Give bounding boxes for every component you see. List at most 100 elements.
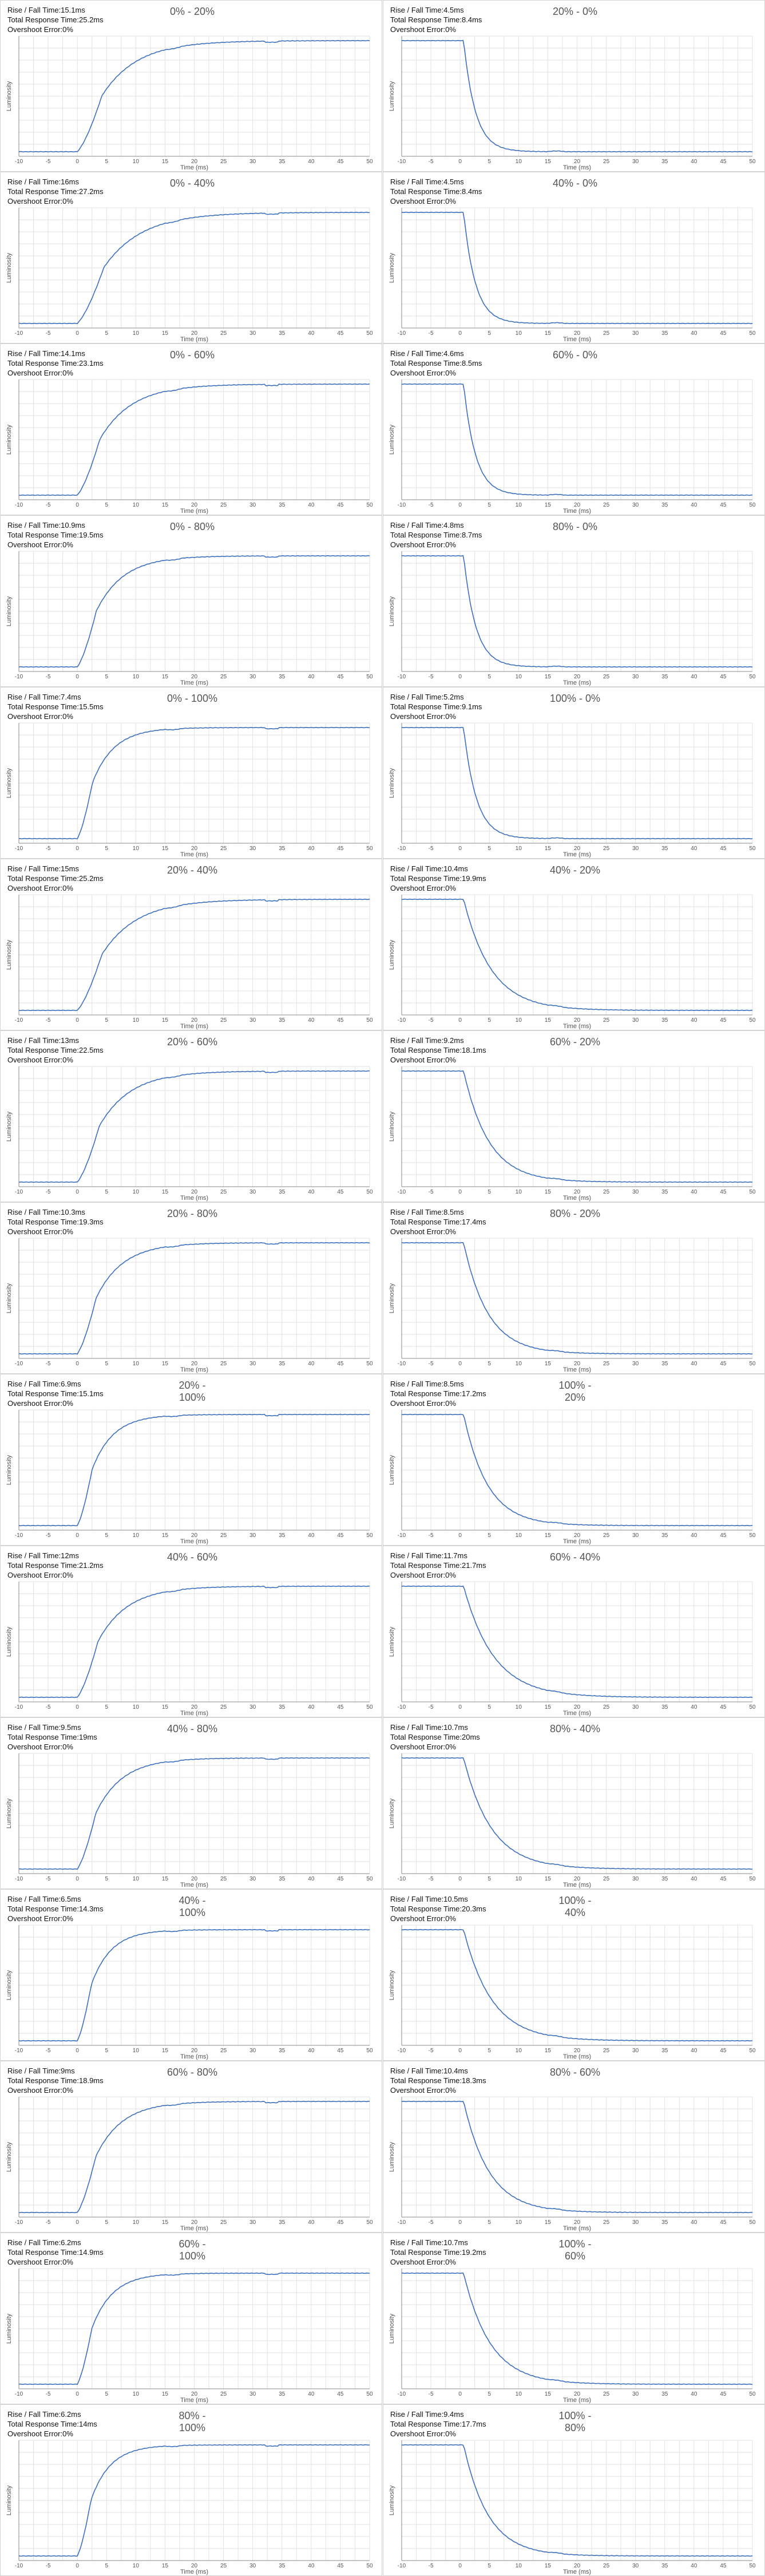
x-tick-label: 20 xyxy=(191,2391,198,2397)
line-chart: -10 -5 0 5 10 15 20 25 30 35 40 45 50 Time (ms) Lumino… xyxy=(389,894,756,1030)
x-tick-label: 15 xyxy=(545,159,552,165)
x-tick-label: 25 xyxy=(603,1189,610,1195)
x-axis-label: Time (ms) xyxy=(563,2569,591,2575)
x-tick-label: 20 xyxy=(574,2219,581,2226)
x-tick-label: 20 xyxy=(574,846,581,852)
chart-title: 80% - 20% xyxy=(549,1208,601,1219)
x-tick-label: 5 xyxy=(487,1704,491,1710)
x-axis-label: Time (ms) xyxy=(180,851,208,858)
x-tick-label: 0 xyxy=(458,1876,462,1882)
x-tick-label: 5 xyxy=(487,330,491,337)
x-tick-label: 50 xyxy=(749,2048,756,2054)
x-tick-label: 10 xyxy=(133,502,140,508)
x-tick-label: 5 xyxy=(105,330,108,337)
chart-title: 40% - 80% xyxy=(167,1723,218,1735)
x-tick-label: 35 xyxy=(661,1361,668,1367)
x-tick-label: 45 xyxy=(720,2563,727,2569)
chart-title: 80% - 60% xyxy=(549,2067,601,2078)
total-response-time-stat: Total Response Time:19.2ms xyxy=(390,2248,486,2257)
response-chart-panel: Rise / Fall Time:5.2ms Total Response Tim… xyxy=(383,687,765,859)
x-tick-label: 10 xyxy=(133,2048,140,2054)
x-tick-label: 25 xyxy=(220,330,227,337)
overshoot-error-stat: Overshoot Error:0% xyxy=(390,712,456,721)
stats-block: Rise / Fall Time:10.7ms Total Response Ti… xyxy=(390,1722,480,1752)
x-axis-label: Time (ms) xyxy=(563,2053,591,2060)
rise-fall-time-stat: Rise / Fall Time:7.4ms xyxy=(7,693,81,701)
x-axis-label: Time (ms) xyxy=(563,1023,591,1030)
x-tick-label: 35 xyxy=(279,330,286,337)
x-tick-label: -5 xyxy=(429,1361,434,1367)
rise-fall-time-stat: Rise / Fall Time:10.9ms xyxy=(7,521,85,530)
x-tick-label: 25 xyxy=(603,1532,610,1539)
x-tick-label: 40 xyxy=(308,159,315,165)
total-response-time-stat: Total Response Time:19.3ms xyxy=(7,1218,104,1226)
x-tick-label: 0 xyxy=(76,1017,79,1024)
y-axis-label: Luminosity xyxy=(6,2485,13,2515)
line-chart: -10 -5 0 5 10 15 20 25 30 35 40 45 50 Time (ms) Lumino… xyxy=(6,722,373,858)
x-tick-label: 30 xyxy=(632,1017,639,1024)
x-tick-label: 5 xyxy=(105,2219,108,2226)
overshoot-error-stat: Overshoot Error:0% xyxy=(7,1399,73,1408)
x-tick-label: 15 xyxy=(162,2391,169,2397)
y-axis-label: Luminosity xyxy=(6,939,13,970)
x-axis-label: Time (ms) xyxy=(563,336,591,343)
x-tick-label: 30 xyxy=(249,1876,256,1882)
luminosity-series-line xyxy=(401,2444,753,2557)
x-tick-label: 15 xyxy=(545,1361,552,1367)
y-axis-label: Luminosity xyxy=(6,1111,13,1141)
gridlines xyxy=(401,1581,753,1702)
rise-fall-time-stat: Rise / Fall Time:11.7ms xyxy=(390,1551,467,1560)
x-tick-label: 15 xyxy=(162,1017,169,1024)
x-tick-label: 0 xyxy=(458,1532,462,1539)
x-tick-label: 10 xyxy=(516,2219,522,2226)
rise-fall-time-stat: Rise / Fall Time:12ms xyxy=(7,1551,79,1560)
x-tick-label: 20 xyxy=(574,502,581,508)
x-tick-label: 20 xyxy=(191,1189,198,1195)
x-tick-label: 5 xyxy=(105,1017,108,1024)
stats-block: Rise / Fall Time:10.9ms Total Response Ti… xyxy=(7,520,104,550)
y-axis-label: Luminosity xyxy=(389,939,395,970)
chart-title: 60% - 40% xyxy=(549,1551,601,1563)
y-axis-label: Luminosity xyxy=(389,1283,395,1313)
stats-block: Rise / Fall Time:6.5ms Total Response Tim… xyxy=(7,1894,104,1923)
luminosity-series-line xyxy=(401,39,753,153)
luminosity-series-line xyxy=(401,555,753,668)
x-tick-label: 45 xyxy=(720,2048,727,2054)
x-tick-label: 0 xyxy=(458,2563,462,2569)
overshoot-error-stat: Overshoot Error:0% xyxy=(390,1056,456,1064)
x-tick-label: 25 xyxy=(220,502,227,508)
x-tick-label: 50 xyxy=(366,846,373,852)
x-tick-label: 25 xyxy=(220,1361,227,1367)
x-axis-label: Time (ms) xyxy=(180,679,208,686)
x-axis-label: Time (ms) xyxy=(563,851,591,858)
x-tick-label: 40 xyxy=(691,2048,697,2054)
x-tick-label: 50 xyxy=(366,1361,373,1367)
x-tick-label: -10 xyxy=(15,2391,23,2397)
x-tick-label: 45 xyxy=(337,2219,344,2226)
chart-title: 20% - 60% xyxy=(167,1036,218,1048)
x-tick-label: 25 xyxy=(603,2563,610,2569)
x-tick-label: 10 xyxy=(516,1017,522,1024)
response-chart-panel: Rise / Fall Time:16ms Total Response Time… xyxy=(0,172,382,343)
x-tick-label: 10 xyxy=(133,159,140,165)
chart-title: 20% - 80% xyxy=(167,1208,218,1219)
x-tick-label: 15 xyxy=(162,674,169,680)
x-tick-label: 40 xyxy=(308,1704,315,1710)
x-tick-label: -5 xyxy=(429,1189,434,1195)
x-tick-label: 15 xyxy=(162,2048,169,2054)
x-tick-label: 10 xyxy=(516,159,522,165)
response-chart-panel: Rise / Fall Time:4.5ms Total Response Tim… xyxy=(383,172,765,343)
x-tick-label: 10 xyxy=(133,1361,140,1367)
x-tick-label: 15 xyxy=(545,1017,552,1024)
line-chart: -10 -5 0 5 10 15 20 25 30 35 40 45 50 Time (ms) Lumino… xyxy=(389,1581,756,1717)
x-tick-label: 0 xyxy=(76,2391,79,2397)
x-axis-label: Time (ms) xyxy=(180,2225,208,2232)
response-chart-panel: Rise / Fall Time:4.8ms Total Response Tim… xyxy=(383,515,765,687)
stats-block: Rise / Fall Time:8.5ms Total Response Tim… xyxy=(390,1379,486,1408)
total-response-time-stat: Total Response Time:27.2ms xyxy=(7,187,104,196)
response-chart-panel: Rise / Fall Time:11.7ms Total Response Ti… xyxy=(383,1546,765,1717)
x-tick-label: 10 xyxy=(516,1876,522,1882)
x-tick-label: 35 xyxy=(661,1189,668,1195)
response-chart-panel: Rise / Fall Time:10.7ms Total Response Ti… xyxy=(383,1717,765,1889)
chart-title: 100% - 60% xyxy=(558,2238,592,2262)
